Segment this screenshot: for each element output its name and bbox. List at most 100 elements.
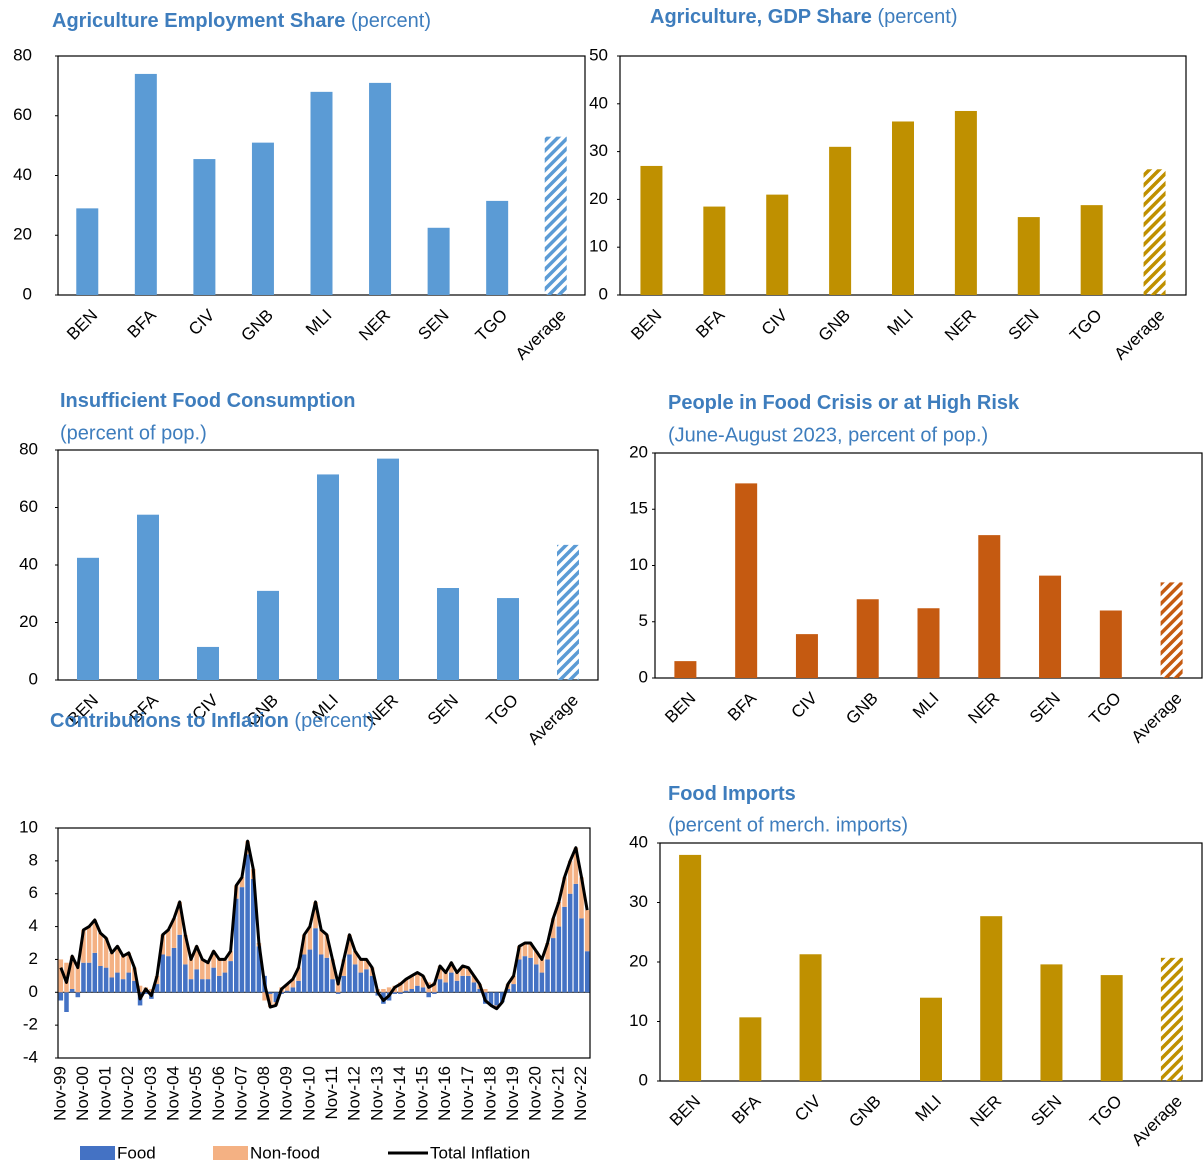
x-tick-label: Nov-20 <box>526 1066 545 1121</box>
bar-segment <box>171 918 177 948</box>
x-tick-label: NER <box>355 306 394 345</box>
bar <box>1099 610 1122 678</box>
bar-segment <box>92 952 98 993</box>
chart-title: Food Imports <box>668 783 796 805</box>
bar <box>954 110 977 295</box>
bar <box>978 535 1001 678</box>
bar-segment <box>511 975 516 985</box>
y-tick-label: 40 <box>13 165 32 184</box>
x-tick-label: Nov-09 <box>277 1066 296 1121</box>
bar-segment <box>301 934 307 955</box>
bar-segment <box>200 959 205 980</box>
bar-segment <box>324 957 330 993</box>
chart-title: Contributions to Inflation (percent) <box>50 710 374 732</box>
bar-segment <box>330 959 335 980</box>
x-tick-label: TGO <box>1085 689 1124 728</box>
bar-segment <box>454 972 460 981</box>
bar <box>77 557 99 680</box>
bar-segment <box>267 992 273 994</box>
bar-segment <box>307 926 313 950</box>
bar-segment <box>539 959 545 973</box>
bar-segment <box>432 982 437 993</box>
bar-segment <box>307 949 313 993</box>
bar-segment <box>177 934 182 993</box>
x-tick-label: Nov-05 <box>186 1066 205 1121</box>
bar-segment <box>471 975 477 983</box>
bar-segment <box>183 934 188 965</box>
bar-segment <box>443 982 448 993</box>
x-tick-label: Nov-10 <box>299 1066 318 1121</box>
bar-segment <box>341 975 347 993</box>
y-tick-label: 10 <box>629 1011 648 1030</box>
bar-segment <box>335 992 341 994</box>
x-tick-label: Nov-21 <box>548 1066 567 1121</box>
bar-segment <box>386 987 392 993</box>
x-tick-label: CIV <box>791 1091 825 1125</box>
bar-segment <box>267 993 273 1008</box>
x-tick-label: BEN <box>63 306 101 344</box>
bar-segment <box>449 962 454 973</box>
bar <box>892 121 914 296</box>
bar-segment <box>103 938 109 968</box>
chart-title-unit: (percent) <box>351 10 431 32</box>
bar <box>1039 575 1062 678</box>
bar-segment <box>217 975 222 993</box>
x-tick-label: BEN <box>661 689 699 727</box>
x-tick-label: Nov-07 <box>231 1066 250 1121</box>
bar-segment <box>352 951 358 965</box>
y-tick-label: 4 <box>29 916 38 935</box>
x-tick-label: SEN <box>1027 1092 1065 1130</box>
y-tick-label: 40 <box>19 554 38 573</box>
bar-segment <box>522 943 528 957</box>
x-tick-label: BFA <box>724 688 761 725</box>
bar-segment <box>194 969 199 993</box>
bar-segment <box>466 967 471 976</box>
bar-segment <box>200 979 205 993</box>
x-tick-label: GNB <box>842 689 881 728</box>
x-tick-label: SEN <box>1026 689 1064 727</box>
bar-segment <box>335 982 341 993</box>
bar-segment <box>528 943 533 958</box>
y-tick-label: 30 <box>629 892 648 911</box>
bar <box>557 544 579 680</box>
bar-segment <box>132 980 137 993</box>
bar-segment <box>579 918 584 993</box>
legend-swatch <box>80 1146 115 1160</box>
bar <box>544 136 567 295</box>
bar-segment <box>420 987 426 993</box>
bar-segment <box>115 946 120 973</box>
bar <box>703 206 726 295</box>
bar-segment <box>103 967 109 993</box>
bar-segment <box>250 878 256 993</box>
bar <box>829 146 852 295</box>
x-tick-label: Average <box>524 691 582 749</box>
bar-segment <box>92 920 98 953</box>
bar-segment <box>188 979 194 993</box>
y-tick-label: 15 <box>629 499 648 518</box>
legend-label: Non-food <box>250 1143 320 1162</box>
bar-segment <box>217 959 222 976</box>
bar <box>134 73 157 295</box>
bar-segment <box>284 990 290 993</box>
bar-segment <box>75 962 81 993</box>
x-tick-label: NER <box>966 1092 1005 1131</box>
bar-segment <box>454 980 460 993</box>
y-tick-label: -4 <box>23 1047 38 1066</box>
bar-segment <box>369 975 375 993</box>
y-tick-label: 0 <box>639 1070 648 1089</box>
bar-segment <box>511 984 516 993</box>
bar-segment <box>550 938 556 993</box>
bar <box>1160 582 1183 678</box>
x-tick-label: MLI <box>912 1092 945 1125</box>
bar-segment <box>194 946 199 970</box>
bar <box>739 1017 762 1081</box>
bar-segment <box>273 992 279 1003</box>
x-tick-label: GNB <box>815 306 854 345</box>
bar <box>251 142 274 295</box>
x-tick-label: Nov-13 <box>367 1066 386 1121</box>
bar <box>856 599 879 678</box>
x-tick-label: Nov-19 <box>503 1066 522 1121</box>
bar <box>920 997 942 1081</box>
bar-segment <box>284 984 290 991</box>
